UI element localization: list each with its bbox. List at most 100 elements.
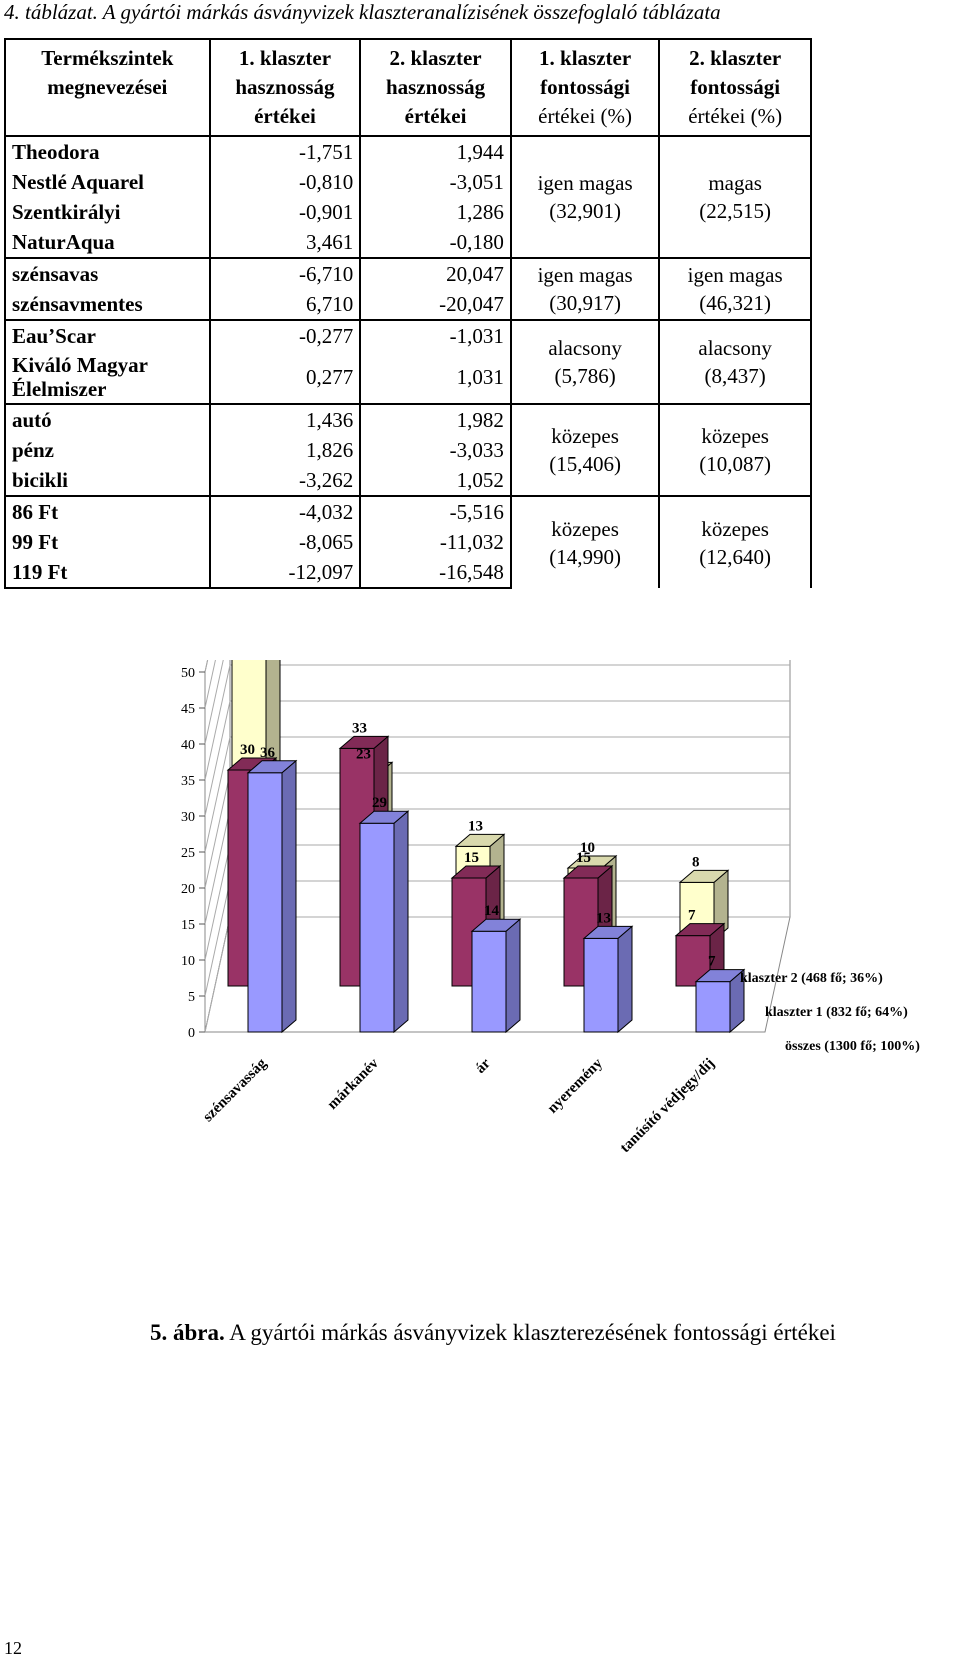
bar-front xyxy=(583,937,619,1033)
cell-c2: -3,033 xyxy=(359,435,512,465)
bar-side xyxy=(617,925,633,1034)
header-line: értékei xyxy=(254,104,316,128)
side-gridline xyxy=(204,880,231,997)
bar-front xyxy=(695,981,731,1033)
bar-1-1 xyxy=(246,759,298,1034)
cell-c1: -4,032 xyxy=(208,495,362,527)
row-name: szénsavmentes xyxy=(4,289,211,320)
table-row: Szentkirályi -0,901 1,286 xyxy=(4,197,811,227)
cell-c2: 1,982 xyxy=(359,403,512,435)
cell-c1-importance: igen magas (30,917) xyxy=(509,257,661,320)
bar-1-4 xyxy=(582,925,634,1034)
importance-level: igen magas xyxy=(537,171,633,195)
table-row: 119 Ft -12,097 -16,548 xyxy=(4,557,811,589)
header-product: Termékszintek megnevezései xyxy=(4,38,211,137)
y-tick-label: 15 xyxy=(181,918,195,933)
cell-c1: 0,277 xyxy=(208,351,362,404)
row-name: pénz xyxy=(4,435,211,465)
header-line: értékei (%) xyxy=(688,104,783,128)
category-label: ár xyxy=(472,1055,494,1077)
cell-c2-importance: igen magas (46,321) xyxy=(658,257,812,320)
cell-c1: 1,436 xyxy=(208,403,362,435)
bar-top xyxy=(470,918,522,932)
y-tick-label: 0 xyxy=(188,1026,195,1041)
header-line: fontossági xyxy=(690,75,781,99)
header-line: 1. klaszter xyxy=(539,46,632,70)
header-line: fontossági xyxy=(540,75,631,99)
bar-top xyxy=(562,865,614,879)
side-gridline xyxy=(204,700,231,817)
cell-c1-importance: közepes (15,406) xyxy=(509,403,661,496)
legend-label: klaszter 2 (468 fő; 36%) xyxy=(740,971,883,986)
side-gridline xyxy=(204,916,231,1033)
bar-front xyxy=(247,772,283,1033)
side-gridline xyxy=(204,664,231,781)
importance-level: közepes xyxy=(701,424,769,448)
y-tick-label: 40 xyxy=(181,738,195,753)
cell-c1: -0,901 xyxy=(208,197,362,227)
bar-top xyxy=(338,735,390,749)
row-name-line: Élelmiszer xyxy=(12,377,107,401)
side-gridline xyxy=(204,660,224,745)
bar-value-label: 29 xyxy=(372,795,387,811)
cell-c1: 6,710 xyxy=(208,289,362,320)
cell-c2: 1,052 xyxy=(359,465,512,496)
legend-label: összes (1300 fő; 100%) xyxy=(785,1039,920,1054)
bar-front xyxy=(359,822,395,1033)
side-gridline xyxy=(204,772,231,889)
importance-value: (10,087) xyxy=(699,452,772,476)
cell-c2-importance: alacsony (8,437) xyxy=(658,319,812,404)
row-name: autó xyxy=(4,403,211,435)
cell-c2: -11,032 xyxy=(359,527,512,557)
table-row: Theodora -1,751 1,944 igen magas (32,901… xyxy=(4,135,812,258)
bar-value-label: 23 xyxy=(356,746,371,762)
bar-value-label: 15 xyxy=(464,850,479,866)
bar-value-label: 13 xyxy=(468,818,483,834)
table-row: NaturAqua 3,461 -0,180 xyxy=(4,227,811,258)
bar-value-label: 14 xyxy=(484,903,500,919)
bar-value-label: 13 xyxy=(596,910,611,926)
header-line: 1. klaszter xyxy=(238,46,332,70)
importance-value: (46,321) xyxy=(699,291,772,315)
cell-c2: -20,047 xyxy=(359,289,512,320)
cell-c1: 3,461 xyxy=(208,227,362,258)
y-tick-label: 45 xyxy=(181,702,195,717)
category-label: tanúsító védjegy/díj xyxy=(617,1056,718,1157)
y-tick-label: 50 xyxy=(181,666,195,681)
table-row: bicikli -3,262 1,052 xyxy=(4,465,811,496)
figure-caption-text: A gyártói márkás ásványvizek klaszterezé… xyxy=(224,1320,836,1345)
cell-c2: -0,180 xyxy=(359,227,512,258)
cell-c2: 1,286 xyxy=(359,197,512,227)
summary-table: Termékszintek megnevezései 1. klaszter h… xyxy=(4,38,812,589)
bar-side xyxy=(505,918,521,1034)
y-tick-label: 10 xyxy=(181,954,195,969)
cell-c2: 1,944 xyxy=(359,135,512,167)
importance-level: alacsony xyxy=(548,336,622,360)
header-c2-importance: 2. klaszter fontossági értékei (%) xyxy=(658,38,812,137)
side-gridline xyxy=(204,660,216,709)
figure-caption: 5. ábra. A gyártói márkás ásványvizek kl… xyxy=(150,1320,836,1346)
category-label: szénsavasság xyxy=(200,1055,270,1125)
importance-value: (22,515) xyxy=(699,199,772,223)
row-name-line: Kiváló Magyar xyxy=(12,353,148,377)
page-number: 12 xyxy=(4,1638,22,1658)
bar-value-label: 7 xyxy=(688,908,696,924)
bar-top xyxy=(358,810,410,824)
cell-c2: -16,548 xyxy=(359,557,512,589)
cell-c2-importance: közepes (12,640) xyxy=(658,495,812,588)
header-line: 2. klaszter xyxy=(689,46,782,70)
table-row: Nestlé Aquarel -0,810 -3,051 xyxy=(4,167,811,197)
bar-value-label: 10 xyxy=(580,840,595,856)
row-name: 119 Ft xyxy=(4,557,211,589)
cell-c1-importance: közepes (14,990) xyxy=(509,495,661,588)
figure-label: 5. ábra. xyxy=(150,1320,225,1345)
bar-1-5 xyxy=(694,968,746,1034)
table-row: Kiváló Magyar Élelmiszer 0,277 1,031 xyxy=(4,351,811,404)
cell-c2: -1,031 xyxy=(359,319,512,351)
row-name: Kiváló Magyar Élelmiszer xyxy=(4,351,211,404)
side-gridline xyxy=(204,736,231,853)
header-line: értékei xyxy=(404,104,467,128)
table-row: 99 Ft -8,065 -11,032 xyxy=(4,527,811,557)
bar-side xyxy=(393,810,409,1034)
category-label: nyeremény xyxy=(545,1055,607,1117)
